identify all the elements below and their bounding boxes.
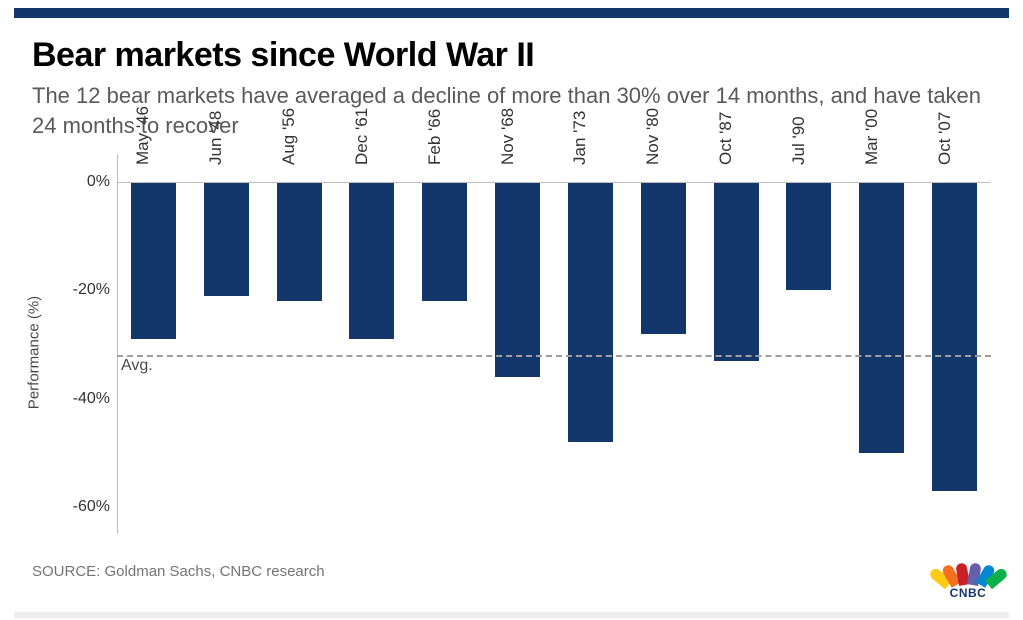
y-tick-label: -20% xyxy=(62,281,110,299)
bar-group: May '46 xyxy=(131,154,176,534)
bar-category-label: May '46 xyxy=(133,106,153,165)
chart: Performance (%) May '46Jun '48Aug '56Dec… xyxy=(62,154,991,534)
top-accent-bar xyxy=(14,8,1009,18)
bar-group: Jan '73 xyxy=(568,154,613,534)
bar-group: Oct '87 xyxy=(714,154,759,534)
bar xyxy=(422,182,467,301)
bar-group: Oct '07 xyxy=(932,154,977,534)
bar xyxy=(349,182,394,339)
bar-category-label: Jun '48 xyxy=(206,111,226,165)
source-text: SOURCE: Goldman Sachs, CNBC research xyxy=(32,563,325,580)
bar-group: Jul '90 xyxy=(786,154,831,534)
bar xyxy=(641,182,686,334)
bar-category-label: Oct '87 xyxy=(716,112,736,165)
bar-category-label: Nov '80 xyxy=(643,108,663,165)
bar-group: Nov '68 xyxy=(495,154,540,534)
y-tick-label: 0% xyxy=(62,173,110,191)
content-area: Bear markets since World War II The 12 b… xyxy=(0,18,1023,534)
y-tick-label: -40% xyxy=(62,390,110,408)
bar-category-label: Jan '73 xyxy=(570,111,590,165)
bar-category-label: Oct '07 xyxy=(935,112,955,165)
bar-group: Jun '48 xyxy=(204,154,249,534)
chart-title: Bear markets since World War II xyxy=(32,36,991,75)
bar-group: Feb '66 xyxy=(422,154,467,534)
avg-label: Avg. xyxy=(121,357,153,375)
bar xyxy=(786,182,831,291)
bar-category-label: Dec '61 xyxy=(352,108,372,165)
plot-area: May '46 Jun '48 Aug '56 Dec '61 Feb '66 Nov '… xyxy=(117,154,991,534)
bar xyxy=(131,182,176,339)
bar-category-label: Aug '56 xyxy=(279,108,299,165)
bar-group: Dec '61 xyxy=(349,154,394,534)
avg-line xyxy=(117,355,991,357)
y-axis-title: Performance (%) xyxy=(26,296,43,409)
bottom-strip xyxy=(14,612,1009,618)
y-tick-label: -60% xyxy=(62,498,110,516)
bar xyxy=(568,182,613,443)
bar-group: Aug '56 xyxy=(277,154,322,534)
zero-line xyxy=(117,182,991,183)
bar xyxy=(204,182,249,296)
bar-category-label: Jul '90 xyxy=(789,117,809,166)
bars-container: May '46 Jun '48 Aug '56 Dec '61 Feb '66 Nov '… xyxy=(117,154,991,534)
logo-text: CNBC xyxy=(941,586,995,600)
bar-category-label: Nov '68 xyxy=(498,108,518,165)
bar xyxy=(859,182,904,453)
bar xyxy=(714,182,759,361)
bar-category-label: Mar '00 xyxy=(862,109,882,165)
bar xyxy=(932,182,977,491)
bar-category-label: Feb '66 xyxy=(425,109,445,165)
bar xyxy=(277,182,322,301)
peacock-icon xyxy=(941,549,995,585)
bar-group: Nov '80 xyxy=(641,154,686,534)
bar-group: Mar '00 xyxy=(859,154,904,534)
bar xyxy=(495,182,540,377)
cnbc-logo: CNBC xyxy=(941,549,995,600)
